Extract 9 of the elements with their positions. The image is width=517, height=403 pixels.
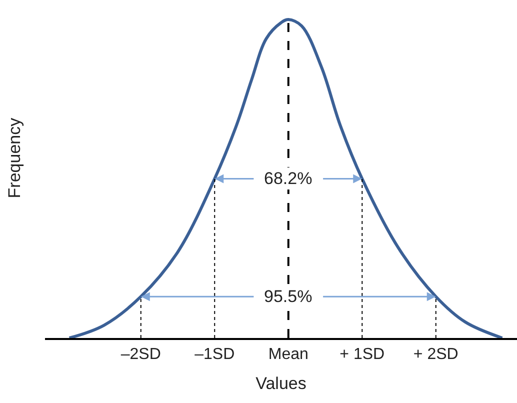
x-tick-label: –1SD [194, 346, 235, 364]
y-axis-title: Frequency [5, 117, 24, 198]
annotation: 95.5% [264, 287, 312, 306]
annotation: 68.2% [264, 169, 312, 188]
x-axis-title: Values [256, 374, 306, 394]
x-tick-label: + 1SD [340, 346, 385, 364]
x-tick-label: Mean [268, 346, 308, 364]
x-tick-label: –2SD [120, 346, 161, 364]
x-tick-label: + 2SD [413, 346, 458, 364]
